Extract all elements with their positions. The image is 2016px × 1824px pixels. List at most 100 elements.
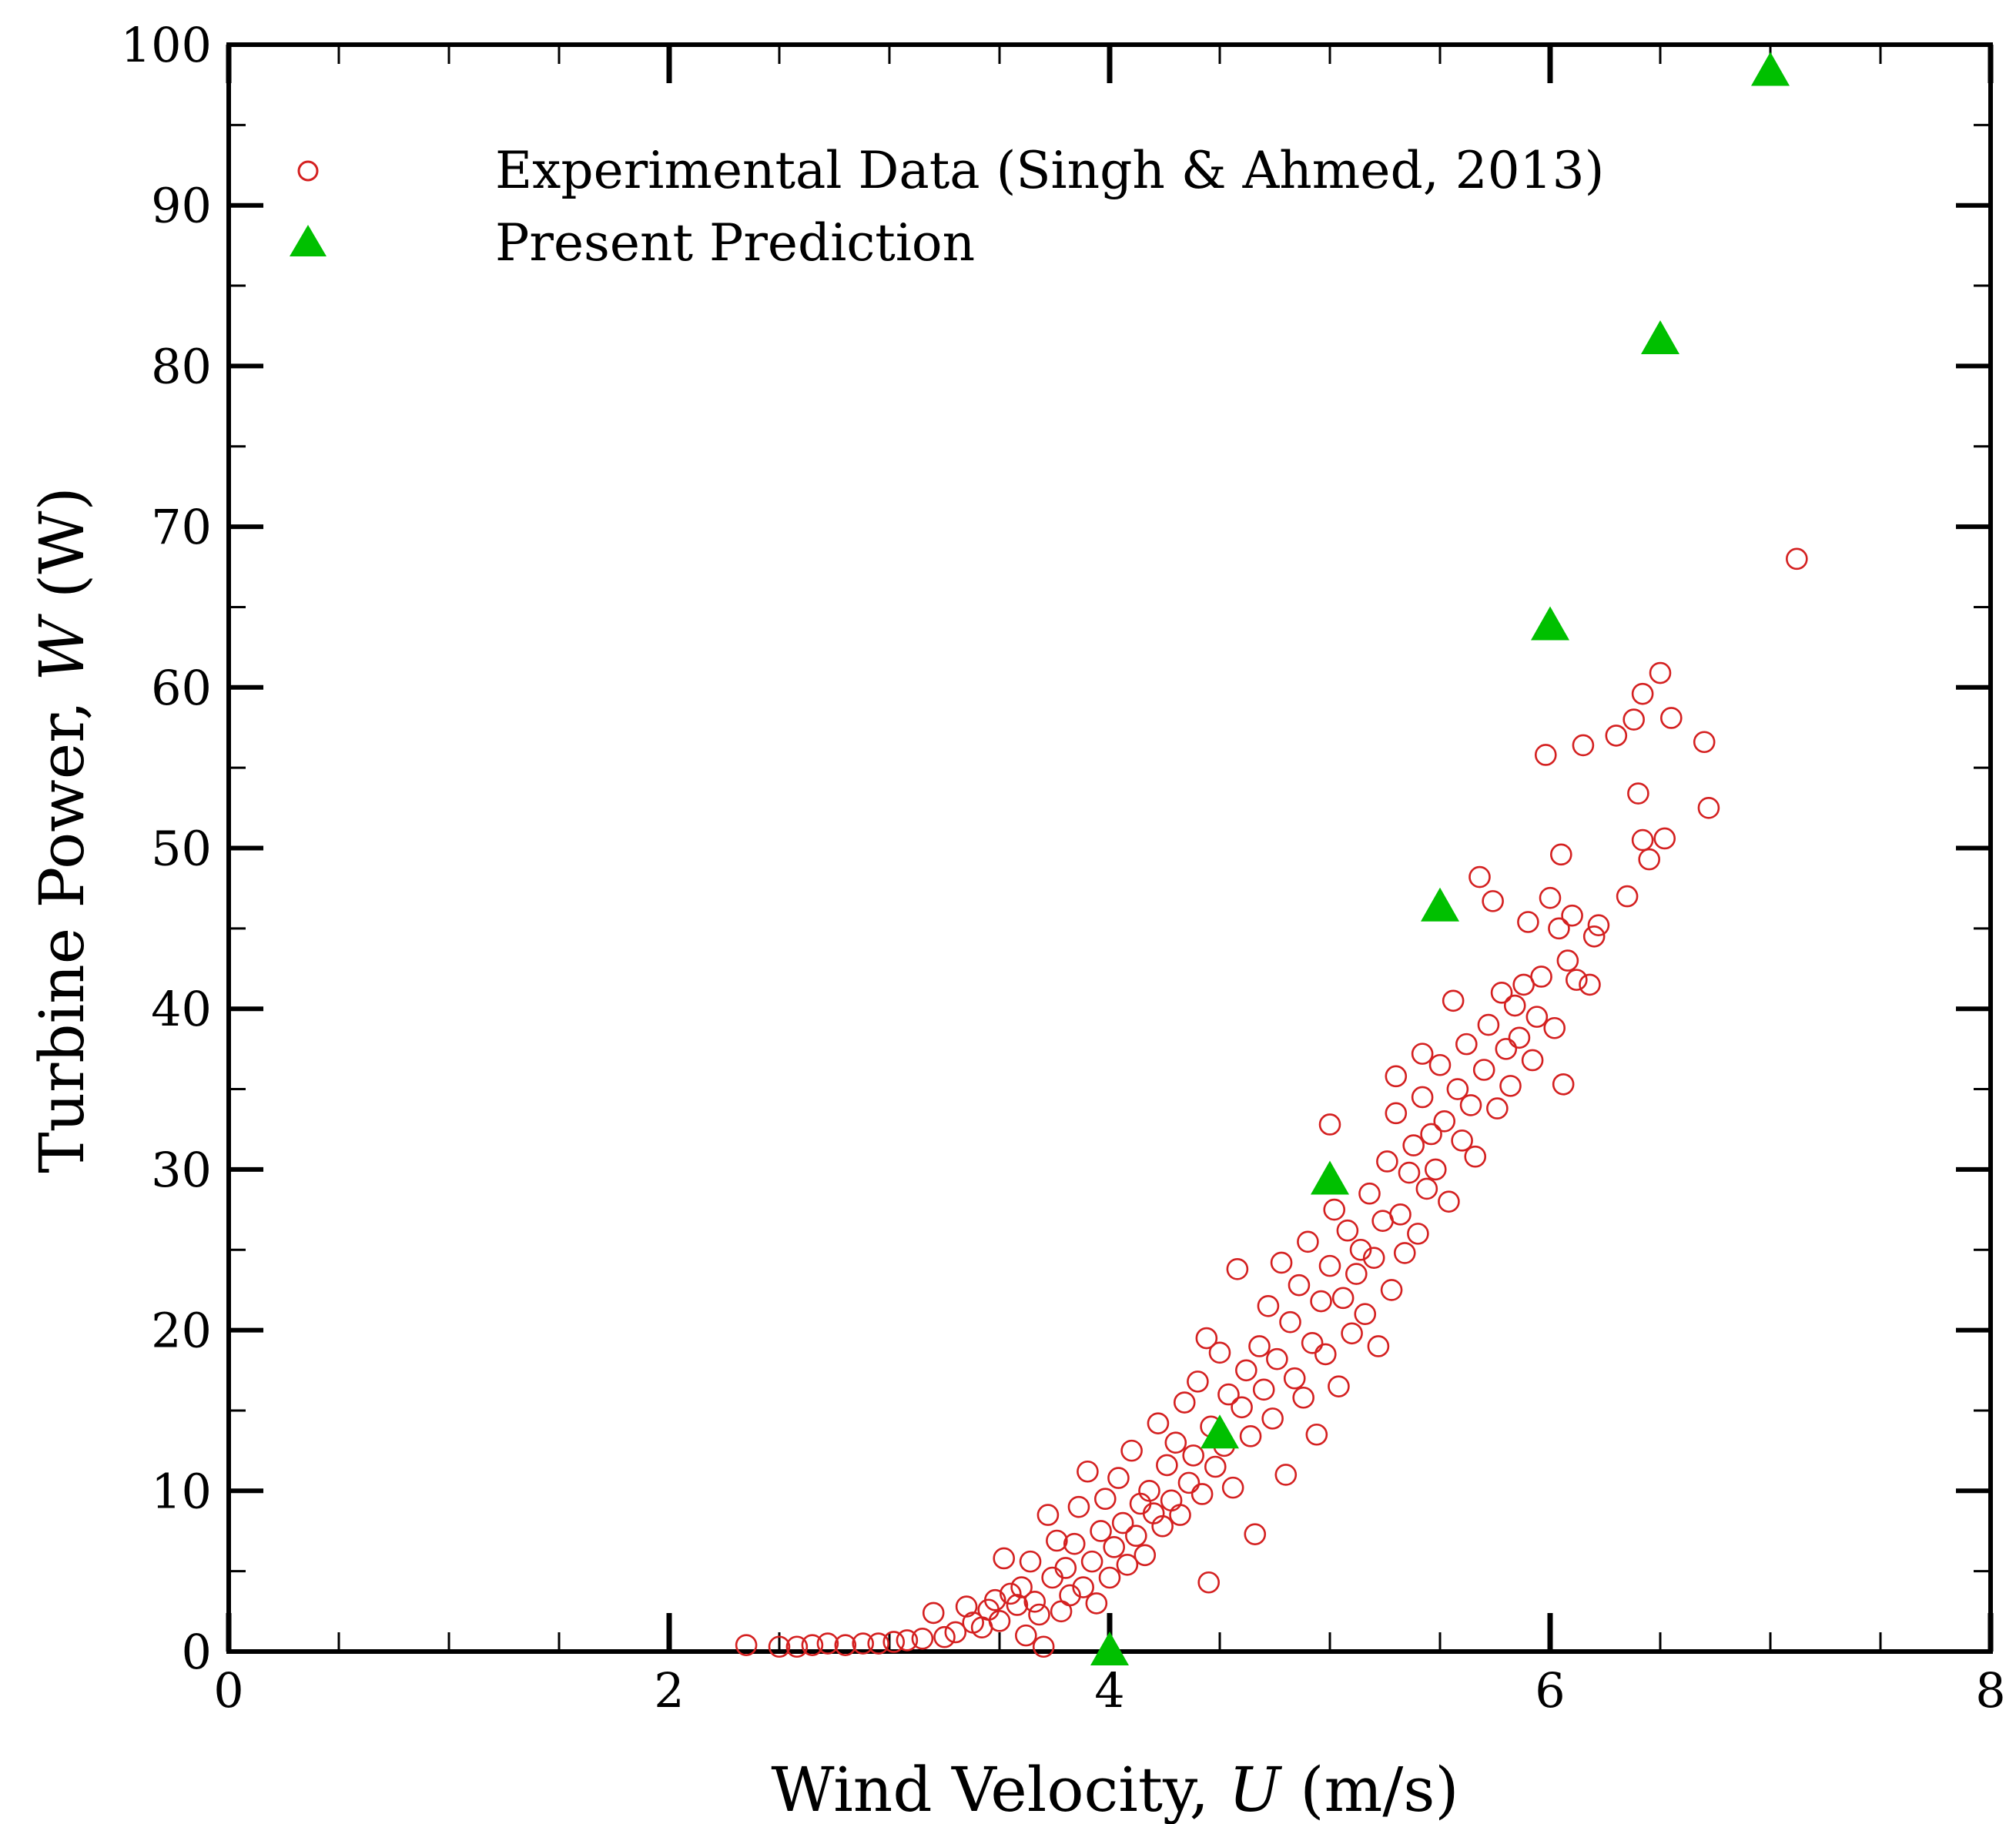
data-point-experimental xyxy=(1067,1495,1090,1518)
data-point-experimental xyxy=(1693,731,1716,754)
data-point-experimental xyxy=(1032,1635,1055,1658)
data-point-experimental xyxy=(1323,1198,1346,1221)
data-point-prediction xyxy=(1311,1160,1349,1195)
x-tick-label: 0 xyxy=(213,1662,243,1719)
data-point-experimental xyxy=(1468,865,1491,889)
data-point-experimental xyxy=(1283,1367,1306,1390)
data-point-experimental xyxy=(1310,1290,1332,1313)
data-point-experimental xyxy=(1424,1158,1447,1181)
data-point-experimental xyxy=(1274,1464,1298,1486)
data-point-experimental xyxy=(988,1610,1011,1632)
data-point-experimental xyxy=(1197,1571,1220,1594)
data-point-experimental xyxy=(1226,1257,1249,1280)
data-point-experimental xyxy=(1288,1273,1311,1297)
x-tick-label: 6 xyxy=(1535,1662,1565,1719)
data-point-experimental xyxy=(1173,1391,1196,1414)
data-point-experimental xyxy=(1182,1444,1204,1467)
y-tick-label: 0 xyxy=(182,1624,212,1680)
data-point-experimental xyxy=(1116,1554,1139,1576)
data-point-experimental xyxy=(1534,744,1557,766)
y-tick-label: 10 xyxy=(151,1463,212,1519)
data-point-experimental xyxy=(1572,734,1595,757)
data-point-experimental xyxy=(1318,1254,1341,1277)
data-point-experimental xyxy=(1023,1591,1047,1613)
data-point-experimental xyxy=(1252,1378,1275,1401)
data-point-experimental xyxy=(1080,1550,1103,1573)
data-point-experimental xyxy=(1248,1335,1271,1357)
data-point-experimental xyxy=(1010,1576,1033,1598)
data-point-experimental xyxy=(1019,1550,1042,1573)
data-point-experimental xyxy=(1036,1504,1060,1526)
data-point-experimental xyxy=(1257,1294,1280,1317)
data-point-experimental xyxy=(1090,1520,1112,1542)
data-point-experimental xyxy=(1376,1150,1398,1173)
data-point-experimental xyxy=(1393,1242,1416,1264)
data-point-experimental xyxy=(1362,1247,1385,1269)
y-axis-ticks: 0 10 20 30 40 50 60 70 80 90 100 xyxy=(121,17,1991,1680)
data-point-experimental xyxy=(1059,1584,1081,1607)
y-tick-label: 20 xyxy=(151,1303,212,1359)
data-point-experimental xyxy=(1495,1038,1518,1060)
data-point-experimental xyxy=(1138,1480,1160,1502)
data-point-experimental xyxy=(1631,828,1654,852)
data-point-experimental xyxy=(852,1632,874,1655)
data-point-experimental xyxy=(834,1634,857,1656)
data-point-experimental xyxy=(1077,1460,1099,1483)
data-point-experimental xyxy=(1328,1375,1350,1397)
data-point-experimental xyxy=(1318,1113,1341,1136)
data-point-prediction xyxy=(1201,1414,1239,1449)
data-point-experimental xyxy=(1385,1065,1408,1088)
data-point-experimental xyxy=(911,1628,934,1650)
data-point-experimental xyxy=(1015,1624,1037,1647)
data-point-experimental xyxy=(1111,1511,1134,1535)
data-point-experimental xyxy=(1072,1576,1094,1598)
data-point-experimental xyxy=(1156,1454,1178,1477)
data-point-experimental xyxy=(1627,782,1649,805)
data-point-experimental xyxy=(1653,827,1676,850)
data-point-experimental xyxy=(1530,966,1552,988)
y-tick-label: 60 xyxy=(151,660,212,716)
x-tick-label: 8 xyxy=(1975,1662,2005,1719)
x-axis-ticks: 0 2 4 6 8 xyxy=(213,45,2006,1719)
data-point-experimental xyxy=(801,1634,824,1656)
data-point-experimental xyxy=(1543,1016,1566,1039)
data-point-experimental xyxy=(1486,1097,1509,1120)
data-point-experimental xyxy=(1385,1102,1408,1125)
data-point-experimental xyxy=(1407,1223,1429,1245)
data-point-experimental xyxy=(1063,1532,1086,1555)
data-point-experimental xyxy=(1098,1566,1121,1589)
data-point-experimental xyxy=(1120,1439,1143,1462)
data-point-experimental xyxy=(896,1629,919,1652)
y-axis-title: Turbine Power, W (W) xyxy=(26,487,98,1173)
data-point-experimental xyxy=(1438,1190,1460,1213)
experimental-data-series xyxy=(735,547,1808,1658)
data-point-experimental xyxy=(1442,989,1465,1012)
legend-marker-experimental xyxy=(297,160,319,182)
data-point-experimental xyxy=(1341,1322,1363,1345)
data-point-experimental xyxy=(922,1601,945,1625)
data-point-experimental xyxy=(1134,1544,1157,1567)
y-tick-label: 80 xyxy=(151,338,212,394)
x-tick-label: 4 xyxy=(1094,1662,1124,1719)
data-point-experimental xyxy=(944,1621,967,1644)
data-point-experimental xyxy=(1151,1514,1174,1538)
plot-area-frame xyxy=(226,42,1993,1654)
data-point-experimental xyxy=(1270,1251,1293,1274)
legend-label-prediction: Present Prediction xyxy=(495,213,975,273)
data-point-experimental xyxy=(816,1632,839,1655)
data-point-experimental xyxy=(1503,994,1526,1017)
data-point-experimental xyxy=(1398,1161,1421,1184)
data-point-experimental xyxy=(768,1635,791,1658)
data-point-experimental xyxy=(1314,1343,1337,1366)
data-point-experimental xyxy=(1548,917,1570,940)
data-point-experimental xyxy=(1459,1094,1482,1116)
data-point-experimental xyxy=(1482,890,1504,912)
data-point-experimental xyxy=(1464,1145,1487,1168)
data-point-experimental xyxy=(1177,1471,1201,1494)
data-point-experimental xyxy=(1451,1130,1473,1152)
data-point-experimental xyxy=(1349,1238,1372,1261)
data-point-experimental xyxy=(1169,1504,1191,1526)
data-point-experimental xyxy=(1367,1335,1390,1357)
y-tick-label: 30 xyxy=(151,1142,212,1198)
